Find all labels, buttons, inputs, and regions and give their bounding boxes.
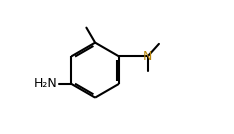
Text: H₂N: H₂N: [34, 77, 58, 90]
Text: N: N: [143, 50, 152, 63]
